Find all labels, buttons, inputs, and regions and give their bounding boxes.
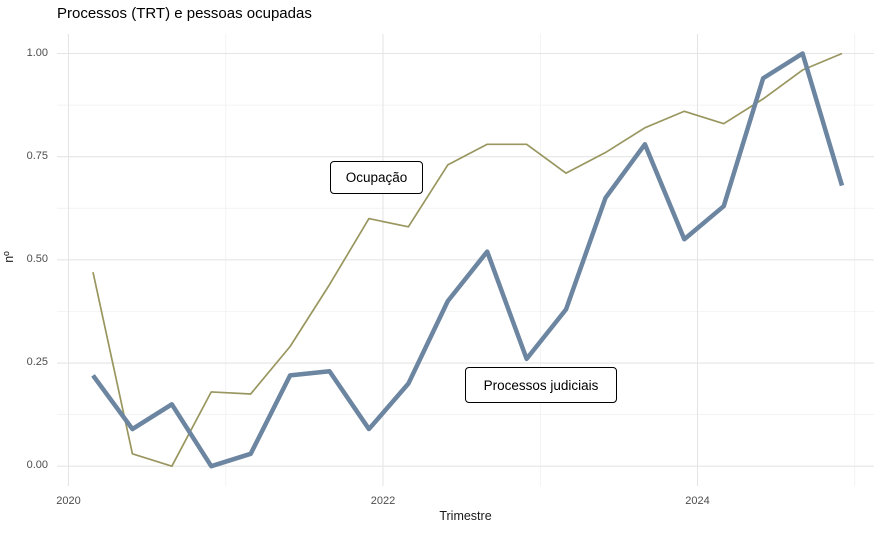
x-tick-label: 2020: [56, 495, 81, 507]
x-tick-label: 2022: [370, 495, 396, 507]
x-tick-label: 2024: [685, 495, 710, 507]
y-tick-label: 0.75: [26, 149, 48, 162]
processos-judiciais-line: [91, 51, 845, 469]
ocupacao-line: [92, 52, 843, 468]
y-tick-label: 0.25: [26, 356, 48, 369]
y-tick-label: 0.00: [26, 459, 48, 472]
chart-title: Processos (TRT) e pessoas ocupadas: [57, 5, 312, 22]
series-label-processos: Processos judiciais: [465, 367, 617, 403]
y-tick-label: 1.00: [26, 46, 48, 59]
series-label-ocupacao: Ocupação: [330, 161, 423, 194]
y-axis-title: nº: [2, 251, 16, 263]
y-tick-label: 0.50: [26, 252, 48, 265]
series-lines: [91, 51, 845, 469]
x-axis-title: Trimestre: [439, 509, 492, 523]
